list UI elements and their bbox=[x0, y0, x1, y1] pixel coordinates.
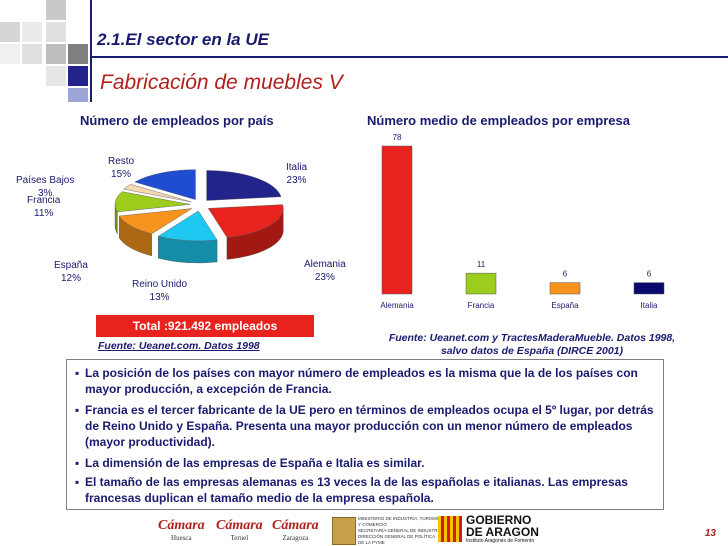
bar-category-label: Italia bbox=[641, 301, 658, 310]
bullet-marker-icon: ▪ bbox=[75, 403, 80, 417]
decor-square bbox=[0, 22, 20, 42]
pie-slice-italia bbox=[206, 170, 282, 201]
pie-label-resto: Resto 15% bbox=[108, 155, 134, 181]
bullet-marker-icon: ▪ bbox=[75, 456, 80, 470]
bullet-item: ▪ La posición de los países con mayor nú… bbox=[75, 365, 659, 397]
logo-sub: Teruel bbox=[230, 534, 249, 542]
bullet-text: La posición de los países con mayor núme… bbox=[85, 366, 638, 396]
bar-value-label: 78 bbox=[393, 133, 402, 142]
decor-square bbox=[22, 44, 42, 64]
pie-label-reino-unido: Reino Unido 13% bbox=[132, 278, 187, 304]
pie-label-espana: España 12% bbox=[54, 259, 88, 285]
logo-name: Cámara bbox=[272, 518, 319, 533]
bar-source: Fuente: Ueanet.com y TractesMaderaMueble… bbox=[362, 332, 702, 358]
pie-label-name: Italia bbox=[286, 162, 308, 173]
decor-square bbox=[68, 88, 88, 102]
pie-label-name: Reino Unido bbox=[132, 279, 188, 290]
pie-label-value: 3% bbox=[37, 188, 53, 199]
title-vertical-rule bbox=[90, 0, 92, 102]
ministry-line: MINISTERIO DE INDUSTRIA, TURISMO Y COMER… bbox=[358, 516, 441, 527]
decor-square bbox=[68, 44, 88, 64]
pie-slice-resto bbox=[134, 169, 196, 200]
pie-label-value: 11% bbox=[34, 208, 54, 219]
pie-slice-paises-bajos bbox=[123, 184, 192, 203]
pie-label-italia: Italia 23% bbox=[286, 161, 307, 187]
bullet-item: ▪ La dimensión de las empresas de España… bbox=[75, 455, 659, 471]
bar-francia bbox=[465, 272, 497, 295]
pie-label-value: 15% bbox=[111, 169, 132, 180]
ministry-crest-icon bbox=[332, 517, 356, 545]
bar-espana bbox=[549, 282, 581, 295]
pie-label-value: 12% bbox=[60, 273, 81, 284]
logo-name: Cámara bbox=[158, 518, 205, 533]
bullet-box: ▪ La posición de los países con mayor nú… bbox=[66, 359, 664, 510]
pie-slice-espana bbox=[118, 208, 193, 257]
ministry-line: SECRETARÍA GENERAL DE INDUSTRIA bbox=[358, 528, 442, 533]
ministry-text: MINISTERIO DE INDUSTRIA, TURISMO Y COMER… bbox=[358, 516, 442, 546]
bar-chart-heading: Número medio de empleados por empresa bbox=[367, 113, 630, 128]
logo-name: Cámara bbox=[216, 518, 263, 533]
pie-label-francia: Francia 11% bbox=[27, 194, 60, 220]
title-horizontal-rule bbox=[90, 56, 728, 58]
gobierno-sub: Instituto Aragonés de Fomento bbox=[466, 538, 535, 544]
bar-chart: 78 Alemania 11 Francia 6 España 6 Italia bbox=[380, 133, 665, 310]
gobierno-aragon-logo: GOBIERNO DE ARAGON Instituto Aragonés de… bbox=[466, 514, 539, 545]
aragon-stripes-icon bbox=[438, 516, 462, 542]
bar-value-label: 11 bbox=[477, 260, 486, 269]
bar-category-label: Alemania bbox=[380, 301, 414, 310]
bullet-text: El tamaño de las empresas alemanas es 13… bbox=[85, 475, 628, 505]
pie-label-value: 13% bbox=[149, 292, 170, 303]
bullet-marker-icon: ▪ bbox=[75, 475, 80, 489]
camara-teruel-logo: Cámara Teruel bbox=[216, 518, 263, 542]
pie-chart-heading: Número de empleados por país bbox=[80, 113, 274, 128]
pie-label-name: España bbox=[54, 260, 88, 271]
logo-sub: Huesca bbox=[171, 534, 192, 542]
decor-square bbox=[46, 44, 66, 64]
pie-label-name: Países Bajos bbox=[16, 175, 75, 186]
pie-label-value: 23% bbox=[314, 272, 335, 283]
pie-label-alemania: Alemania 23% bbox=[304, 258, 346, 284]
logo-sub: Zaragoza bbox=[282, 534, 309, 542]
bar-value-label: 6 bbox=[563, 270, 568, 279]
gobierno-line: DE ARAGON bbox=[466, 525, 539, 539]
decor-square bbox=[46, 66, 66, 86]
bullet-text: Francia es el tercer fabricante de la UE… bbox=[85, 403, 654, 449]
bar-category-label: Francia bbox=[468, 301, 495, 310]
camara-zaragoza-logo: Cámara Zaragoza bbox=[272, 518, 319, 542]
pie-label-name: Francia bbox=[27, 195, 61, 206]
pie-chart bbox=[114, 169, 284, 264]
slide-title: Fabricación de muebles V bbox=[100, 71, 343, 94]
bullet-marker-icon: ▪ bbox=[75, 366, 80, 380]
pie-source: Fuente: Ueanet.com. Datos 1998 bbox=[98, 340, 260, 352]
section-title: 2.1.El sector en la UE bbox=[97, 30, 269, 49]
bar-source-line: Fuente: Ueanet.com y TractesMaderaMueble… bbox=[388, 332, 676, 344]
bullet-item: ▪ El tamaño de las empresas alemanas es … bbox=[75, 474, 659, 506]
decor-square bbox=[22, 22, 42, 42]
bar-category-label: España bbox=[551, 301, 579, 310]
decor-square bbox=[46, 22, 66, 42]
bar-value-label: 6 bbox=[647, 270, 652, 279]
pie-label-name: Alemania bbox=[304, 259, 346, 270]
pie-label-name: Resto bbox=[108, 156, 135, 167]
page-number: 13 bbox=[704, 528, 716, 539]
ministry-line: DIRECCIÓN GENERAL DE POLÍTICA DE LA PYME bbox=[358, 534, 435, 545]
bar-italia bbox=[633, 282, 665, 295]
gobierno-line: GOBIERNO bbox=[466, 513, 532, 527]
pie-slice-alemania bbox=[207, 204, 284, 260]
pie-slice-reino-unido bbox=[157, 210, 218, 264]
pie-label-paises-bajos: Países Bajos 3% bbox=[16, 174, 74, 200]
bar-alemania bbox=[381, 145, 413, 295]
pie-label-value: 23% bbox=[286, 175, 307, 186]
decor-square bbox=[46, 0, 66, 20]
bullet-item: ▪ Francia es el tercer fabricante de la … bbox=[75, 402, 659, 450]
decor-square bbox=[68, 66, 88, 86]
pie-slice-francia bbox=[114, 191, 191, 235]
decor-square bbox=[0, 44, 20, 64]
camara-huesca-logo: Cámara Huesca bbox=[158, 518, 205, 542]
bullet-text: La dimensión de las empresas de España e… bbox=[85, 456, 425, 470]
total-employees-banner: Total :921.492 empleados bbox=[96, 315, 314, 337]
bar-source-line: salvo datos de España (DIRCE 2001) bbox=[440, 345, 624, 357]
